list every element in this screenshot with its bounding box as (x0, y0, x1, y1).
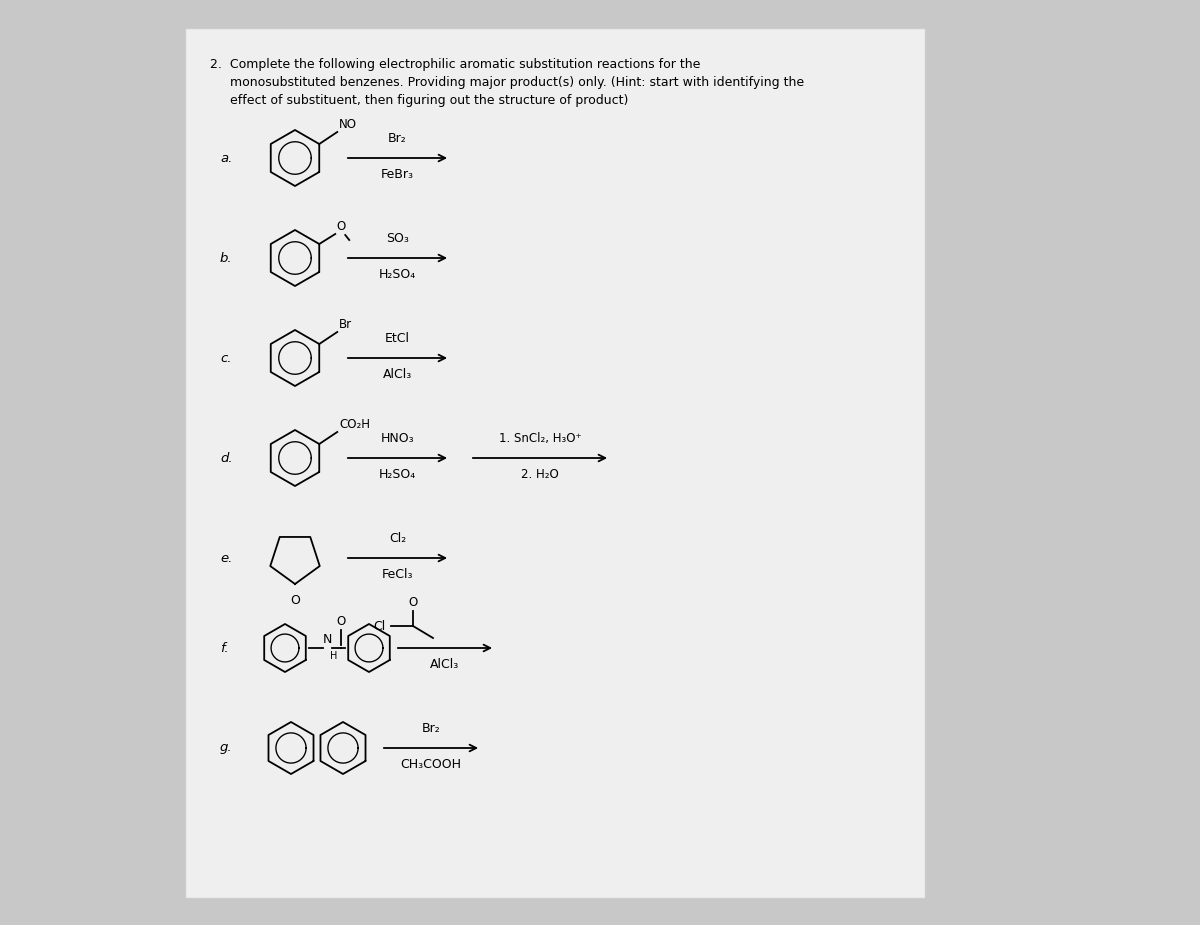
Text: NO: NO (340, 118, 358, 131)
Text: O: O (336, 220, 346, 233)
Text: CH₃COOH: CH₃COOH (401, 758, 462, 771)
Text: O: O (336, 615, 346, 628)
Text: AlCl₃: AlCl₃ (431, 658, 460, 671)
Text: f.: f. (220, 642, 229, 655)
Text: FeCl₃: FeCl₃ (382, 568, 413, 581)
Text: effect of substituent, then figuring out the structure of product): effect of substituent, then figuring out… (210, 94, 629, 107)
Text: c.: c. (220, 352, 232, 364)
Text: H₂SO₄: H₂SO₄ (379, 268, 416, 281)
Text: monosubstituted benzenes. Providing major product(s) only. (Hint: start with ide: monosubstituted benzenes. Providing majo… (210, 76, 804, 89)
Text: H₂SO₄: H₂SO₄ (379, 468, 416, 481)
Text: d.: d. (220, 451, 233, 464)
Text: O: O (408, 596, 418, 609)
Text: 2.  Complete the following electrophilic aromatic substitution reactions for the: 2. Complete the following electrophilic … (210, 58, 701, 71)
Text: e.: e. (220, 551, 233, 564)
Text: EtCl: EtCl (385, 332, 410, 345)
Text: Cl: Cl (373, 620, 385, 633)
Text: Cl₂: Cl₂ (389, 532, 406, 545)
Text: b.: b. (220, 252, 233, 265)
Text: N: N (323, 633, 332, 646)
Text: AlCl₃: AlCl₃ (383, 368, 412, 381)
Text: Br₂: Br₂ (421, 722, 440, 735)
Text: CO₂H: CO₂H (340, 418, 371, 431)
Text: FeBr₃: FeBr₃ (382, 168, 414, 181)
Text: 1. SnCl₂, H₃O⁺: 1. SnCl₂, H₃O⁺ (499, 432, 581, 445)
Text: g.: g. (220, 742, 233, 755)
Text: Br₂: Br₂ (388, 132, 407, 145)
Text: a.: a. (220, 152, 233, 165)
Text: 2. H₂O: 2. H₂O (521, 468, 559, 481)
FancyBboxPatch shape (185, 28, 925, 898)
Text: O: O (290, 594, 300, 607)
Text: HNO₃: HNO₃ (380, 432, 414, 445)
Text: SO₃: SO₃ (386, 232, 409, 245)
Text: H: H (330, 651, 337, 661)
Text: Br: Br (340, 318, 353, 331)
